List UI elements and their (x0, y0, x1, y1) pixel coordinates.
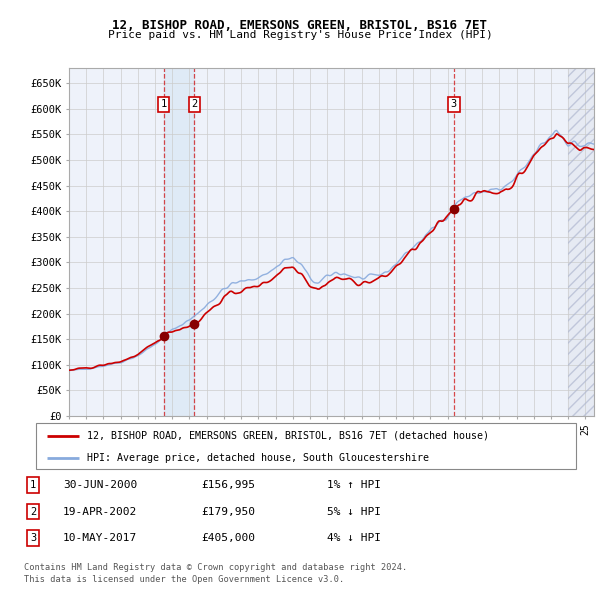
Text: 1% ↑ HPI: 1% ↑ HPI (327, 480, 381, 490)
Bar (164, 68, 194, 416)
Bar (568, 68, 600, 416)
Text: 19-APR-2002: 19-APR-2002 (63, 507, 137, 516)
Text: 12, BISHOP ROAD, EMERSONS GREEN, BRISTOL, BS16 7ET: 12, BISHOP ROAD, EMERSONS GREEN, BRISTOL… (113, 19, 487, 32)
Text: Contains HM Land Registry data © Crown copyright and database right 2024.: Contains HM Land Registry data © Crown c… (24, 563, 407, 572)
Text: 4% ↓ HPI: 4% ↓ HPI (327, 533, 381, 543)
Text: This data is licensed under the Open Government Licence v3.0.: This data is licensed under the Open Gov… (24, 575, 344, 584)
Text: HPI: Average price, detached house, South Gloucestershire: HPI: Average price, detached house, Sout… (88, 453, 430, 463)
Text: 2: 2 (30, 507, 36, 516)
Text: 30-JUN-2000: 30-JUN-2000 (63, 480, 137, 490)
Text: 3: 3 (30, 533, 36, 543)
Text: 5% ↓ HPI: 5% ↓ HPI (327, 507, 381, 516)
Text: £405,000: £405,000 (201, 533, 255, 543)
FancyBboxPatch shape (36, 423, 576, 469)
Text: 1: 1 (161, 99, 167, 109)
Text: £179,950: £179,950 (201, 507, 255, 516)
Text: 12, BISHOP ROAD, EMERSONS GREEN, BRISTOL, BS16 7ET (detached house): 12, BISHOP ROAD, EMERSONS GREEN, BRISTOL… (88, 431, 490, 441)
Text: £156,995: £156,995 (201, 480, 255, 490)
Bar (568, 68, 600, 416)
Text: 1: 1 (30, 480, 36, 490)
Text: 3: 3 (451, 99, 457, 109)
Text: 10-MAY-2017: 10-MAY-2017 (63, 533, 137, 543)
Text: 2: 2 (191, 99, 197, 109)
Text: Price paid vs. HM Land Registry's House Price Index (HPI): Price paid vs. HM Land Registry's House … (107, 30, 493, 40)
